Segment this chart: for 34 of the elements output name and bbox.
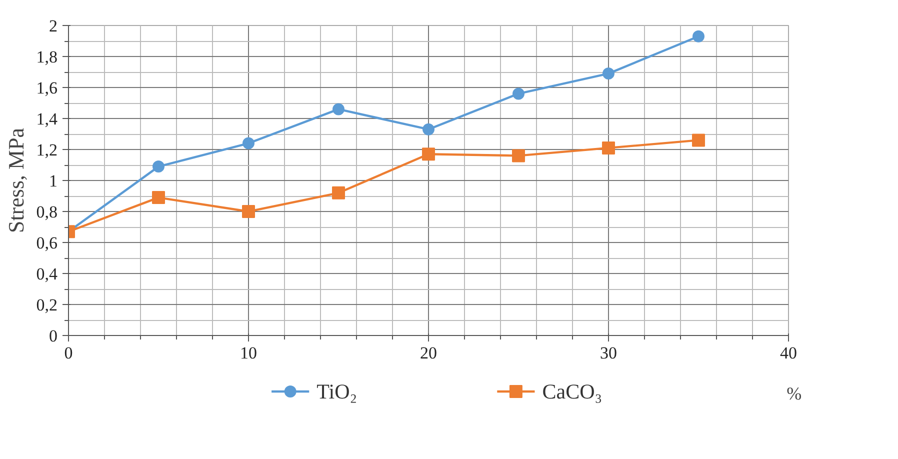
point [242, 205, 255, 218]
y-tick-label: 0,2 [36, 296, 58, 314]
y-tick-label: 1 [49, 172, 58, 190]
point [692, 30, 704, 42]
y-tick-label: 1,4 [36, 110, 58, 128]
x-tick-label: 40 [780, 344, 797, 362]
point [512, 149, 525, 162]
y-tick-label: 0,4 [36, 264, 58, 284]
point [332, 186, 345, 200]
y-axis-title: Stress, MPa [3, 128, 28, 234]
point [422, 148, 435, 161]
x-tick-label: 0 [64, 344, 73, 362]
x-axis-title: % [786, 384, 802, 404]
legend-label: TiO₂ [316, 380, 358, 404]
point [692, 134, 705, 147]
point [332, 103, 344, 116]
y-tick-label: 1,6 [36, 78, 58, 98]
point [152, 191, 165, 204]
point [152, 160, 164, 173]
legend-label: CaCO₃ [542, 380, 602, 404]
y-tick-label: 1,8 [36, 48, 58, 66]
x-tick-label: 30 [600, 344, 617, 362]
y-tick-label: 0,6 [36, 234, 58, 252]
x-tick-label: 20 [420, 344, 437, 362]
point [602, 68, 614, 80]
point [242, 137, 254, 150]
point [512, 88, 524, 100]
y-tick-label: 2 [49, 16, 58, 36]
y-tick-label: 0 [49, 326, 58, 346]
point [422, 123, 434, 136]
x-tick-label: 10 [240, 344, 257, 362]
point [602, 141, 615, 154]
y-tick-label: 0,8 [36, 202, 58, 222]
y-tick-label: 1,2 [36, 140, 58, 160]
